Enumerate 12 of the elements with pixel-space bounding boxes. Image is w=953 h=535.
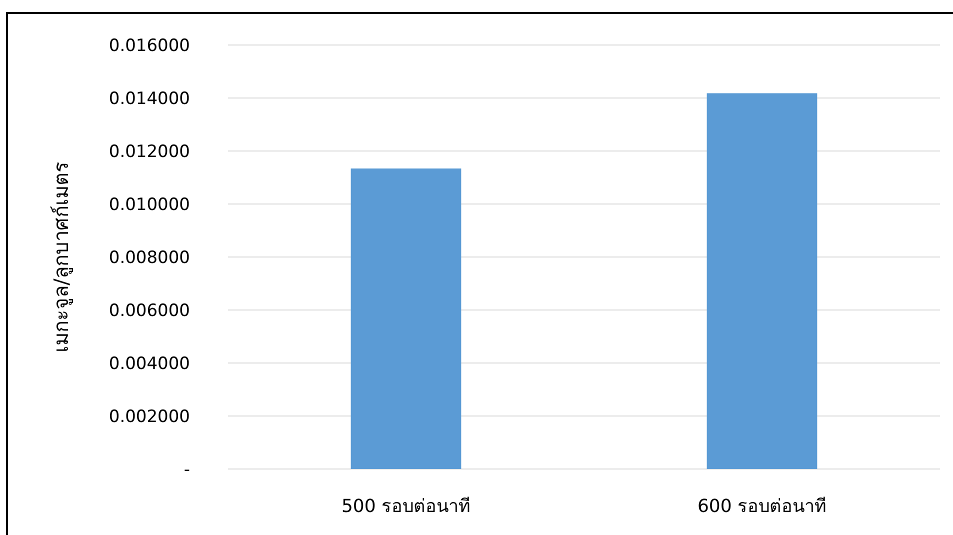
x-tick-label: 600 รอบต่อนาที: [697, 496, 827, 517]
y-tick-label: 0.016000: [108, 36, 190, 56]
y-tick-label: -: [184, 460, 190, 480]
y-tick-label: 0.002000: [108, 407, 190, 427]
x-tick-label: 500 รอบต่อนาที: [341, 496, 471, 517]
y-tick-label: 0.014000: [108, 89, 190, 109]
y-tick-label: 0.012000: [108, 142, 190, 162]
y-tick-label: 0.008000: [108, 248, 190, 268]
y-tick-label: 0.006000: [108, 301, 190, 321]
y-tick-label: 0.004000: [108, 354, 190, 374]
y-axis-title: เมกะจูล/ลูกบาศก์เมตร: [49, 162, 74, 352]
y-tick-label: 0.010000: [108, 195, 190, 215]
